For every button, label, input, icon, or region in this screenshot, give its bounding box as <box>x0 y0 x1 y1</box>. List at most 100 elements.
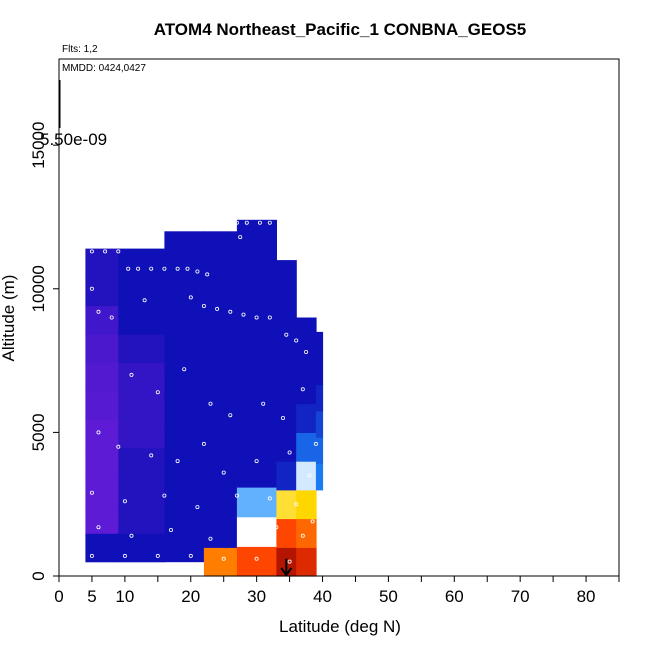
curtain-cell <box>203 518 238 548</box>
curtain-cell <box>276 518 297 548</box>
curtain-cell <box>118 390 165 420</box>
sample-point <box>96 430 101 435</box>
y-tick-label: 15000 <box>29 122 48 169</box>
curtain-cell <box>296 403 317 433</box>
sample-point <box>215 306 220 311</box>
y-tick-label: 10000 <box>29 265 48 312</box>
sample-point <box>89 553 94 558</box>
curtain-cell <box>276 374 297 405</box>
curtain-cell <box>236 308 277 340</box>
curtain-cell <box>203 260 238 290</box>
sample-point <box>188 295 193 300</box>
sample-point <box>162 266 167 271</box>
curtain-cell <box>203 346 238 376</box>
curtain-cell <box>203 403 238 433</box>
curtain-cell <box>164 231 205 260</box>
curtain-cell <box>164 534 205 563</box>
x-tick-label: 30 <box>247 587 266 606</box>
ground-marker-arrow <box>280 567 293 577</box>
curtain-cell <box>85 305 119 335</box>
curtain-cell <box>118 305 165 335</box>
sample-point <box>96 525 101 530</box>
sample-point <box>274 525 279 530</box>
sample-point <box>228 309 233 314</box>
sample-point <box>287 559 292 564</box>
sample-point <box>195 269 200 274</box>
curtain-cell <box>296 374 317 405</box>
curtain-cell <box>236 368 277 399</box>
curtain-cell <box>118 447 165 477</box>
curtain-cell <box>118 277 165 307</box>
curtain-cell <box>276 489 297 520</box>
sample-point <box>122 499 127 504</box>
curtain-cell <box>164 369 205 398</box>
curtain-cell <box>315 463 324 491</box>
sample-point <box>89 249 94 254</box>
curtain-cell <box>118 362 165 392</box>
sample-point <box>129 533 134 538</box>
curtain-cell <box>164 286 205 315</box>
plot-frame <box>58 58 620 577</box>
curtain-cell <box>118 476 165 506</box>
sample-point <box>261 401 266 406</box>
sample-point <box>284 332 289 337</box>
sample-point <box>241 530 246 535</box>
sample-point <box>257 220 262 225</box>
sample-point <box>136 266 141 271</box>
curtain-cell <box>85 362 119 392</box>
curtain-cell <box>236 516 277 547</box>
curtain-cell <box>276 288 297 319</box>
sample-point <box>280 415 285 420</box>
sample-point <box>221 556 226 561</box>
curtain-layer <box>85 219 324 577</box>
sample-point <box>103 249 108 254</box>
sample-point <box>129 372 134 377</box>
sample-point <box>287 450 292 455</box>
curtain-cell <box>85 419 119 449</box>
sample-point <box>267 220 272 225</box>
curtain-cell <box>296 518 317 548</box>
curtain-cell <box>236 338 277 369</box>
curtain-cell <box>164 479 205 508</box>
curtain-cell <box>236 487 277 518</box>
x-tick-label: 10 <box>115 587 134 606</box>
curtain-cell <box>236 397 277 429</box>
curtain-cell <box>315 410 324 438</box>
curtain-cell <box>85 447 119 477</box>
curtain-cell <box>315 384 324 412</box>
sample-point <box>300 387 305 392</box>
x-tick-label: 70 <box>511 587 530 606</box>
sample-point <box>195 505 200 510</box>
sample-point <box>241 312 246 317</box>
sample-point <box>228 413 233 418</box>
sample-point <box>96 309 101 314</box>
sample-point <box>116 249 121 254</box>
sample-point <box>126 266 131 271</box>
sample-point <box>162 493 167 498</box>
sample-point <box>109 315 114 320</box>
curtain-cell <box>296 346 317 376</box>
curtain-cell <box>236 546 277 577</box>
flights-label: Flts: 1,2 <box>62 44 98 55</box>
sample-point <box>89 490 94 495</box>
sample-point <box>155 390 160 395</box>
x-tick-label: 60 <box>445 587 464 606</box>
x-tick-label: 40 <box>313 587 332 606</box>
sample-point <box>304 349 309 354</box>
sample-point <box>234 493 239 498</box>
x-axis-label: Latitude (deg N) <box>279 617 401 636</box>
curtain-cell <box>315 358 324 386</box>
sample-point <box>155 553 160 558</box>
sample-point <box>116 444 121 449</box>
sample-point <box>188 553 193 558</box>
curtain-cell <box>236 219 277 251</box>
curtain-cell <box>296 489 317 520</box>
sample-point <box>89 286 94 291</box>
sample-point <box>205 272 210 277</box>
y-tick-label: 5000 <box>29 413 48 451</box>
curtain-cell <box>296 461 317 491</box>
x-tick-label: 20 <box>181 587 200 606</box>
sample-point <box>175 459 180 464</box>
sample-point <box>182 367 187 372</box>
